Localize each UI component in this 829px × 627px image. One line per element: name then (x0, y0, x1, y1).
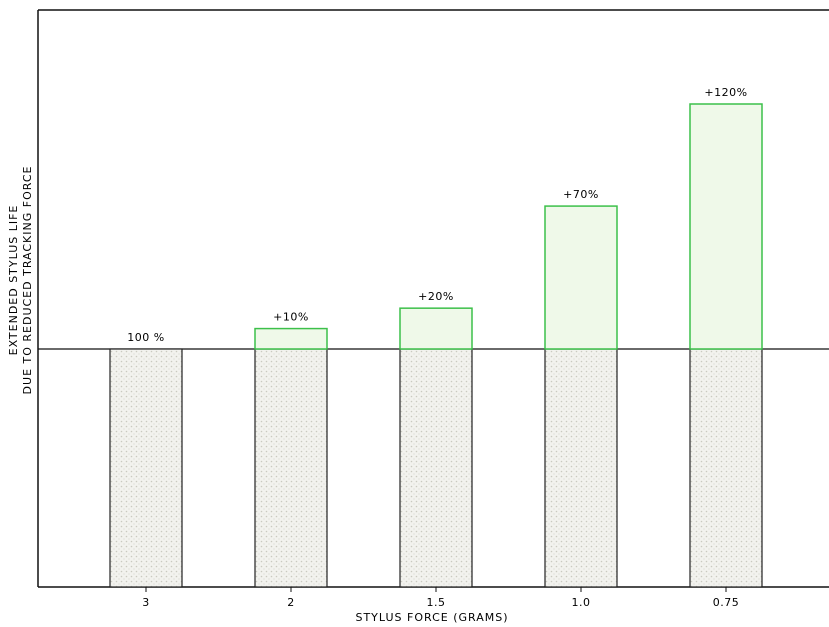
bar-extension-4 (689, 103, 763, 350)
data-label-1: +10% (273, 311, 309, 324)
x-tick-label-2: 1.5 (427, 596, 446, 609)
y-axis-title-line-1: EXTENDED STYLUS LIFE (7, 205, 20, 356)
data-label-4: +120% (704, 86, 747, 99)
bar-base-3 (544, 348, 618, 588)
bar-extension-3 (544, 205, 618, 350)
data-label-3: +70% (563, 188, 599, 201)
labels-group: 100 % 3 +10% 2 +20% 1.5 +70% 1.0 +120% 0.75 (127, 86, 747, 609)
bar-extension-2 (399, 307, 473, 350)
bars-group (109, 103, 763, 588)
bar-extension-1 (254, 327, 328, 350)
x-tick-label-4: 0.75 (713, 596, 740, 609)
bar-base-1 (254, 348, 328, 588)
x-tick-label-0: 3 (142, 596, 150, 609)
bar-base-4 (689, 348, 763, 588)
y-axis-title-line-2: DUE TO REDUCED TRACKING FORCE (21, 166, 34, 395)
bar-base-0 (109, 348, 183, 588)
data-label-2: +20% (418, 290, 454, 303)
x-tick-label-3: 1.0 (572, 596, 591, 609)
bar-base-2 (399, 348, 473, 588)
data-label-0: 100 % (127, 331, 164, 344)
x-tick-label-1: 2 (287, 596, 295, 609)
x-axis-title: STYLUS FORCE (GRAMS) (355, 611, 508, 624)
